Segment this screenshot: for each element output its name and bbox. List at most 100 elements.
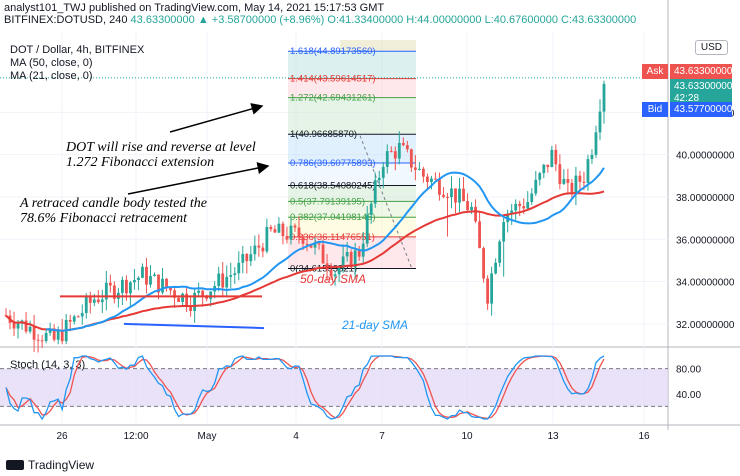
candle-body — [401, 142, 405, 146]
candle-body — [602, 83, 606, 112]
candle-body — [36, 339, 40, 341]
price-tick: 32.00000000 — [676, 320, 735, 331]
candle-body — [173, 290, 176, 298]
candle-body — [413, 167, 417, 170]
candle-body — [417, 168, 421, 170]
candle-body — [442, 194, 445, 197]
arrow-to-extension — [169, 103, 264, 133]
candle-body — [133, 280, 136, 283]
candle-body — [165, 278, 168, 289]
candle-body — [281, 223, 285, 237]
candle-body — [389, 151, 393, 153]
candle-body — [185, 293, 189, 307]
candle-body — [317, 243, 321, 245]
time-tick: 16 — [638, 431, 650, 442]
candle-body — [28, 326, 32, 332]
candle-body — [430, 178, 433, 182]
price-tick: 36.00000000 — [676, 235, 735, 246]
fib-band — [288, 78, 416, 98]
candle-body — [129, 282, 132, 294]
symbol-info: BITFINEX:DOTUSD, 240 43.63300000 ▲ +3.58… — [4, 14, 636, 26]
candle-body — [434, 178, 437, 180]
legend-ma50: MA (50, close, 0) — [10, 57, 93, 69]
candle-body — [261, 247, 265, 252]
candle-body — [349, 252, 353, 268]
candle-body — [377, 177, 381, 181]
candle-body — [490, 273, 494, 304]
candle-body — [538, 173, 542, 180]
candle-body — [357, 250, 361, 257]
candle-body — [393, 151, 397, 159]
ask-price: 43.63300000 — [670, 64, 732, 79]
candle-body — [108, 282, 112, 286]
candle-body — [177, 297, 180, 302]
currency-button[interactable]: USD — [694, 40, 728, 55]
bid-price: 43.57700000 — [670, 102, 732, 117]
candle-body — [285, 236, 289, 240]
candle-body — [550, 149, 554, 167]
candle-body — [526, 202, 530, 209]
candle-body — [518, 203, 522, 207]
candle-body — [88, 297, 92, 303]
bid-label: Bid — [642, 102, 668, 117]
ask-label: Ask — [642, 64, 668, 79]
candle-body — [273, 229, 277, 233]
candle-body — [586, 159, 590, 183]
candle-body — [333, 274, 337, 277]
last-price: 43.63300000 — [670, 79, 732, 94]
arrow-to-retracement — [127, 162, 270, 195]
stoch-tick: 80.00 — [676, 365, 701, 376]
candle-body — [92, 299, 96, 303]
candle-body — [161, 278, 164, 293]
candle-body — [438, 178, 441, 195]
candle-body — [570, 182, 574, 195]
symbol[interactable]: BITFINEX:DOTUSD, 240 — [4, 14, 128, 26]
candle-body — [554, 149, 558, 165]
fib-label: 0.786(39.60775893) — [290, 158, 376, 169]
ma21-line — [46, 167, 605, 332]
candle-body — [125, 279, 128, 294]
candle-body — [149, 276, 152, 285]
fib-label: 0.5(37.79139195) — [290, 196, 365, 207]
candle-body — [598, 111, 602, 133]
time-tick: 7 — [379, 431, 385, 442]
candle-body — [542, 164, 546, 174]
fib-label: 0(34.61593521) — [290, 264, 357, 275]
candle-body — [458, 188, 461, 203]
candle-body — [44, 332, 48, 341]
time-tick: 4 — [293, 431, 299, 442]
fib-band — [288, 201, 416, 218]
candle-body — [313, 243, 317, 248]
candle-body — [48, 328, 52, 333]
candle-body — [237, 262, 241, 274]
candle-body — [72, 316, 76, 322]
candle-body — [104, 282, 108, 300]
candle-body — [409, 149, 413, 168]
candle-body — [530, 193, 534, 203]
candle-body — [381, 166, 385, 178]
fib-label: 0.236(36.11476551) — [290, 232, 375, 243]
candle-body — [193, 292, 197, 311]
stoch-d-line — [5, 355, 605, 420]
candle-body — [462, 188, 465, 202]
candle-body — [558, 164, 562, 184]
candle-body — [301, 236, 305, 244]
plot-area — [0, 32, 668, 345]
candle-body — [16, 323, 20, 329]
tradingview-logo[interactable]: TradingView — [6, 458, 94, 472]
candle-body — [522, 206, 526, 209]
fib-band — [288, 217, 416, 237]
candle-body — [369, 203, 373, 215]
candle-body — [84, 297, 88, 314]
price-tick: 38.00000000 — [676, 193, 735, 204]
candle-body — [145, 266, 148, 285]
candle-body — [233, 273, 237, 276]
candle-body — [337, 267, 341, 275]
candle-body — [494, 262, 498, 274]
candle-body — [329, 269, 333, 277]
candle-body — [546, 164, 550, 167]
horizontal-line-blue — [123, 322, 265, 330]
footer-text: TradingView — [28, 458, 95, 472]
candle-body — [221, 273, 225, 288]
